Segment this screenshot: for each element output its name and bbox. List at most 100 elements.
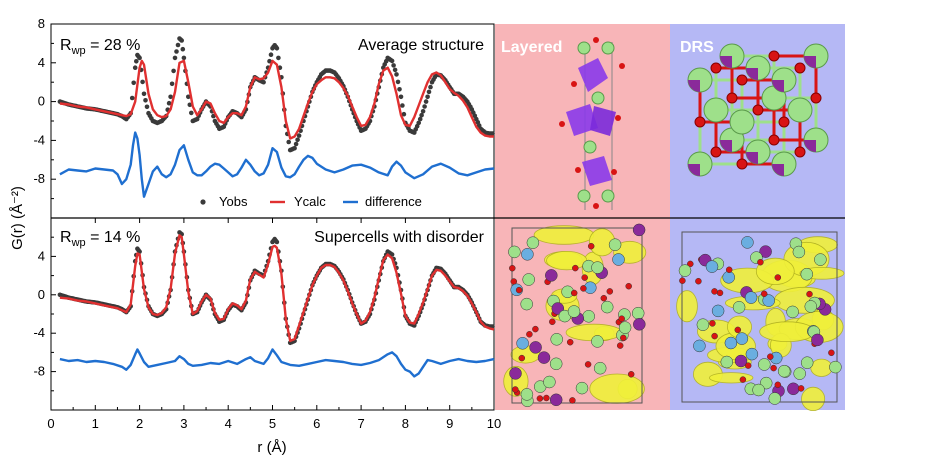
y-tick-label: 0	[38, 94, 45, 109]
atom-li	[601, 41, 615, 55]
atom	[741, 236, 754, 249]
atom	[518, 354, 526, 362]
atom	[759, 245, 772, 258]
atom	[722, 271, 735, 284]
x-tick-label: 8	[402, 416, 409, 431]
yobs-point	[274, 46, 280, 51]
atom-o	[615, 115, 621, 121]
yobs-point	[395, 79, 401, 85]
octahedron	[566, 104, 598, 136]
yobs-point	[292, 145, 297, 151]
yobs-point	[425, 94, 430, 100]
atom	[526, 331, 533, 338]
legend-label-yobs: Yobs	[219, 194, 248, 209]
atom	[811, 333, 824, 347]
atom	[828, 349, 835, 357]
isosurface	[589, 373, 645, 404]
rwp-label: R	[60, 229, 72, 246]
atom	[543, 375, 556, 389]
pdf-plot-supercell: 4 0 -4 -8 Rwp = 14 % Supercells with disord…	[33, 217, 495, 411]
isosurface	[801, 386, 826, 411]
atom	[520, 388, 534, 401]
atom	[515, 286, 523, 294]
atom	[724, 336, 738, 350]
legend-label-difference: difference	[365, 194, 422, 209]
atom	[806, 290, 813, 298]
atom	[631, 306, 645, 320]
atom	[774, 381, 782, 389]
atom	[709, 320, 716, 327]
atom	[734, 354, 748, 368]
yobs-point	[397, 87, 402, 92]
y-ticks-bottom: 4 0 -4 -8	[33, 217, 56, 392]
atom	[711, 332, 718, 340]
atom	[526, 236, 540, 249]
yobs-point	[419, 112, 424, 118]
yobs-point	[422, 104, 427, 109]
yobs-point	[293, 141, 299, 147]
atom	[767, 353, 774, 360]
layered-label: Layered	[501, 39, 562, 56]
y-tick-label: -8	[33, 364, 45, 379]
yobs-point	[144, 104, 150, 110]
atom-partial-occupancy	[804, 56, 816, 68]
yobs-point	[171, 68, 176, 74]
atom	[509, 264, 516, 272]
y-tick-label: -4	[33, 325, 45, 340]
series-bottom	[57, 230, 495, 378]
legend-marker-yobs	[200, 199, 206, 205]
series-ycalc-line	[59, 59, 494, 140]
x-axis: 0 1 2 3 4 5 6 7 8 9 10	[47, 218, 501, 431]
atom	[584, 361, 592, 368]
atom	[739, 376, 747, 383]
y-tick-label: -4	[33, 132, 45, 147]
atom	[760, 290, 768, 298]
atom-o	[794, 62, 806, 74]
series-ycalc-line	[59, 234, 495, 343]
atom	[536, 395, 544, 402]
yobs-point	[428, 84, 433, 90]
yobs-point	[143, 98, 148, 103]
atom	[593, 361, 607, 375]
atom	[520, 297, 533, 311]
y-tick-label: 4	[38, 55, 45, 70]
atom-o	[736, 74, 748, 86]
atom	[800, 356, 814, 369]
atom-partial-occupancy	[746, 68, 758, 80]
yobs-point	[261, 79, 266, 85]
x-tick-label: 1	[92, 416, 99, 431]
atom	[678, 264, 692, 277]
x-tick-label: 10	[487, 416, 501, 431]
atom-o	[694, 116, 706, 128]
yobs-point	[180, 46, 186, 52]
atom	[758, 358, 771, 371]
atom	[600, 294, 608, 302]
yobs-point	[420, 109, 426, 114]
atom-o	[559, 121, 565, 127]
yobs-point	[129, 95, 135, 101]
atom	[770, 364, 777, 372]
yobs-point	[189, 110, 194, 116]
atom	[687, 260, 694, 268]
panel-title-top: Average structure	[358, 37, 484, 54]
atom	[591, 261, 604, 274]
atom	[512, 386, 519, 393]
x-tick-label: 2	[136, 416, 143, 431]
atom-o	[768, 50, 780, 62]
yobs-point	[426, 89, 432, 95]
atom	[516, 337, 529, 350]
yobs-point	[166, 100, 172, 106]
atom-partial-occupancy	[720, 140, 732, 152]
atom-li	[601, 189, 615, 203]
legend: Yobs Ycalc difference	[200, 194, 422, 209]
atom	[744, 291, 758, 304]
atom	[618, 321, 632, 334]
rwp-annotation-bottom: Rwp = 14 %	[60, 229, 140, 249]
octahedron	[582, 156, 612, 186]
yobs-point	[286, 139, 292, 145]
y-tick-label: 8	[38, 16, 45, 31]
atom	[735, 332, 749, 345]
yobs-point	[392, 67, 398, 73]
atom-li	[591, 91, 605, 105]
atom-partial-occupancy	[772, 80, 784, 92]
